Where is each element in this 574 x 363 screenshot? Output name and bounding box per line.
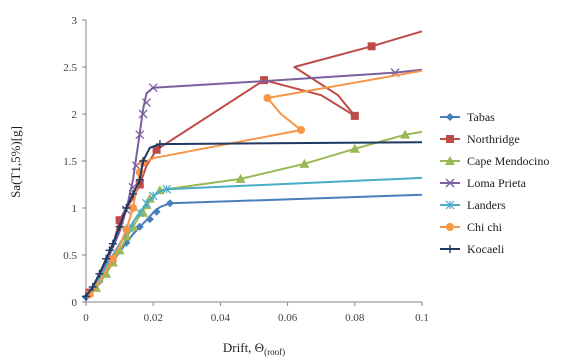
data-point-kocaeli	[155, 140, 164, 149]
data-point-cape-mendocino	[138, 207, 149, 217]
legend-swatch-marker	[445, 178, 455, 188]
legend-label: Kocaeli	[467, 242, 505, 256]
data-point-loma-prieta	[142, 98, 151, 108]
data-point-chi-chi	[129, 204, 138, 212]
data-point-landers	[142, 198, 151, 208]
data-point-loma-prieta	[148, 83, 158, 93]
y-tick-label: 1.5	[63, 156, 77, 168]
legend-label: Loma Prieta	[467, 176, 527, 190]
legend-label: Cape Mendocino	[467, 154, 549, 168]
x-tick-label: 0.06	[278, 312, 298, 324]
legend: Tabas Northridge Cape Mendocino Loma Prieta…	[440, 110, 549, 256]
data-point-landers	[148, 191, 158, 201]
data-point-kocaeli	[139, 157, 148, 165]
y-tick-label: 0.5	[63, 250, 77, 262]
series-line-chi-chi	[85, 69, 423, 299]
data-point-kocaeli	[122, 204, 131, 212]
x-tick-label: 0.02	[144, 312, 163, 324]
x-tick-label: 0	[83, 312, 89, 324]
data-point-cape-mendocino	[144, 193, 155, 203]
data-point-chi-chi	[122, 225, 131, 234]
data-point-kocaeli	[108, 239, 117, 248]
data-point-tabas	[145, 215, 154, 224]
data-point-northridge	[152, 145, 161, 154]
data-point-kocaeli	[135, 175, 144, 184]
series-kocaeli	[82, 140, 423, 301]
legend-label: Northridge	[467, 132, 520, 146]
data-point-landers	[162, 184, 172, 194]
legend-item-cape-mendocino: Cape Mendocino	[440, 154, 549, 168]
series-line-northridge	[85, 30, 423, 298]
data-point-loma-prieta	[135, 130, 145, 140]
data-point-northridge	[350, 111, 359, 120]
y-tick-label: 1	[72, 203, 78, 215]
data-point-kocaeli	[88, 282, 97, 291]
data-point-chi-chi	[297, 125, 306, 134]
legend-swatch-marker	[446, 223, 454, 231]
data-point-loma-prieta	[138, 109, 148, 119]
y-tick-label: 3	[72, 15, 78, 27]
legend-label: Chi chi	[467, 220, 503, 234]
x-tick-label: 0.04	[211, 312, 231, 324]
data-point-cape-mendocino	[400, 129, 411, 139]
data-point-kocaeli	[105, 246, 114, 255]
data-point-tabas	[135, 222, 144, 231]
data-point-chi-chi	[108, 254, 117, 263]
data-point-cape-mendocino	[299, 158, 310, 168]
legend-item-loma-prieta: Loma Prieta	[440, 176, 527, 190]
x-tick-label: 0.08	[345, 312, 365, 324]
legend-item-tabas: Tabas	[440, 110, 495, 124]
legend-item-landers: Landers	[440, 198, 506, 212]
x-axis-title: Drift, Θ(roof)	[223, 340, 285, 357]
data-point-tabas	[166, 199, 174, 208]
data-point-cape-mendocino	[235, 173, 246, 183]
y-tick-label: 2	[72, 109, 78, 121]
data-point-northridge	[115, 216, 124, 225]
data-point-kocaeli	[102, 254, 111, 263]
data-point-tabas	[152, 207, 161, 216]
axes: 0 0.02 0.04 0.06 0.08 0.1 0 0.5 1 1.5 2 2.5 3	[63, 15, 429, 324]
legend-item-kocaeli: Kocaeli	[440, 242, 505, 256]
y-tick-label: 0	[72, 297, 78, 309]
legend-label: Tabas	[467, 110, 495, 124]
legend-swatch-marker	[446, 245, 454, 253]
x-axis-title-subscript: (roof)	[264, 347, 285, 357]
data-point-northridge	[135, 180, 144, 189]
data-point-chi-chi	[263, 94, 272, 103]
legend-label: Landers	[467, 198, 506, 212]
y-axis-title: Sa(T1,5%)[g]	[8, 126, 23, 198]
data-point-kocaeli	[115, 222, 124, 231]
data-point-landers	[135, 208, 145, 218]
data-point-kocaeli	[95, 269, 104, 278]
legend-swatch-marker	[445, 200, 455, 210]
legend-swatch-marker	[445, 156, 455, 165]
data-point-kocaeli	[82, 292, 90, 301]
series-layer	[82, 30, 423, 302]
x-axis-title-main: Drift, Θ	[223, 340, 264, 355]
legend-item-chi-chi: Chi chi	[440, 220, 503, 234]
legend-swatch-marker	[446, 113, 454, 121]
legend-item-northridge: Northridge	[440, 132, 520, 146]
data-point-cape-mendocino	[349, 143, 360, 153]
legend-swatch-marker	[446, 135, 454, 143]
x-tick-label: 0.1	[415, 312, 429, 324]
data-point-northridge	[367, 42, 376, 51]
y-tick-label: 2.5	[63, 62, 77, 74]
data-point-kocaeli	[129, 189, 138, 198]
series-chi-chi	[85, 69, 423, 299]
